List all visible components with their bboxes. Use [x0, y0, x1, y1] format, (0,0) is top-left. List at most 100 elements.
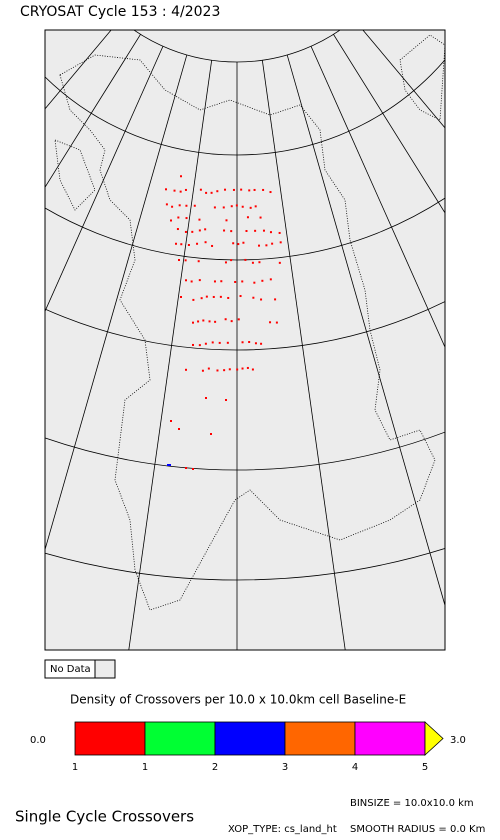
dot [240, 188, 243, 191]
dot [252, 296, 255, 299]
dot [224, 188, 227, 191]
dot [184, 188, 187, 191]
dot [259, 216, 262, 219]
dot [230, 259, 233, 262]
dot [177, 216, 180, 219]
dot [241, 280, 244, 283]
dot [213, 280, 216, 283]
dot [210, 433, 212, 435]
dot [216, 369, 219, 372]
dot [198, 218, 201, 221]
dot [269, 231, 272, 234]
meridian [128, 60, 213, 650]
dot [237, 243, 240, 246]
dot [224, 261, 227, 264]
dot [254, 205, 257, 208]
dot [223, 369, 226, 372]
dot [239, 295, 242, 298]
dot [205, 191, 208, 194]
dot [184, 259, 187, 262]
dot [192, 343, 194, 346]
dot [271, 242, 274, 245]
dot [220, 280, 223, 283]
dot [258, 261, 261, 264]
dot [241, 367, 244, 370]
dot [269, 321, 272, 324]
coastline [54, 34, 445, 611]
colorbar-max: 3.0 [450, 735, 466, 746]
dot [176, 228, 179, 231]
dot [225, 399, 227, 401]
dot [180, 243, 183, 246]
dot [269, 278, 272, 281]
dot [165, 203, 168, 206]
no-data-label: No Data [50, 664, 91, 675]
dot [251, 368, 254, 371]
dot [251, 261, 254, 264]
crossover-dots [165, 175, 282, 470]
meridian [45, 54, 188, 552]
dot [223, 229, 226, 232]
dot [211, 341, 214, 344]
map-frame [44, 29, 446, 651]
graticule [45, 30, 445, 650]
dot [262, 188, 265, 191]
colorbar-segment [74, 721, 146, 756]
meridian [286, 54, 445, 607]
dot [185, 279, 187, 282]
dot [190, 280, 193, 283]
dot [244, 258, 247, 261]
xop-type: XOP_TYPE: cs_land_ht [228, 824, 337, 835]
dot [205, 295, 208, 298]
dot [248, 341, 251, 344]
dot [167, 464, 171, 466]
dot [262, 229, 265, 232]
meridian [310, 46, 445, 349]
dot [258, 244, 261, 247]
dot [237, 318, 240, 321]
dot [185, 368, 187, 371]
dot [204, 228, 207, 231]
dot [265, 244, 268, 247]
dot [249, 206, 252, 209]
dot [218, 341, 221, 344]
dot [197, 320, 200, 323]
dot [219, 295, 222, 298]
colorbar-segment [284, 721, 356, 756]
title: CRYOSAT Cycle 153 : 4/2023 [20, 4, 220, 20]
dot [261, 279, 264, 282]
dot [230, 320, 233, 323]
dot [201, 369, 204, 372]
dot [242, 241, 245, 244]
meridian [45, 46, 164, 313]
colorbar-tick-label: 1 [142, 762, 148, 773]
meridian [261, 60, 346, 650]
dot [198, 229, 201, 232]
dot [260, 298, 263, 301]
colorbar: 1 1 2 3 4 5 [72, 721, 444, 773]
dot [236, 368, 239, 371]
dot [241, 205, 244, 208]
dot [171, 205, 174, 208]
dot [232, 188, 235, 191]
colorbar-min: 0.0 [30, 735, 46, 746]
dot [180, 295, 182, 298]
dot [216, 190, 219, 193]
meridian [45, 34, 141, 189]
dot [225, 219, 228, 222]
dot [170, 420, 172, 422]
dot [207, 367, 210, 370]
dot [185, 204, 188, 207]
dot [202, 319, 205, 322]
dot [200, 297, 203, 300]
no-data-swatch [94, 659, 116, 679]
dot [199, 188, 202, 191]
dot [226, 341, 229, 344]
colorbar-tick-label: 5 [422, 762, 428, 773]
dot [184, 230, 187, 233]
map-border [44, 29, 446, 651]
dot [227, 296, 230, 299]
dot [180, 175, 182, 178]
dot [198, 279, 201, 282]
